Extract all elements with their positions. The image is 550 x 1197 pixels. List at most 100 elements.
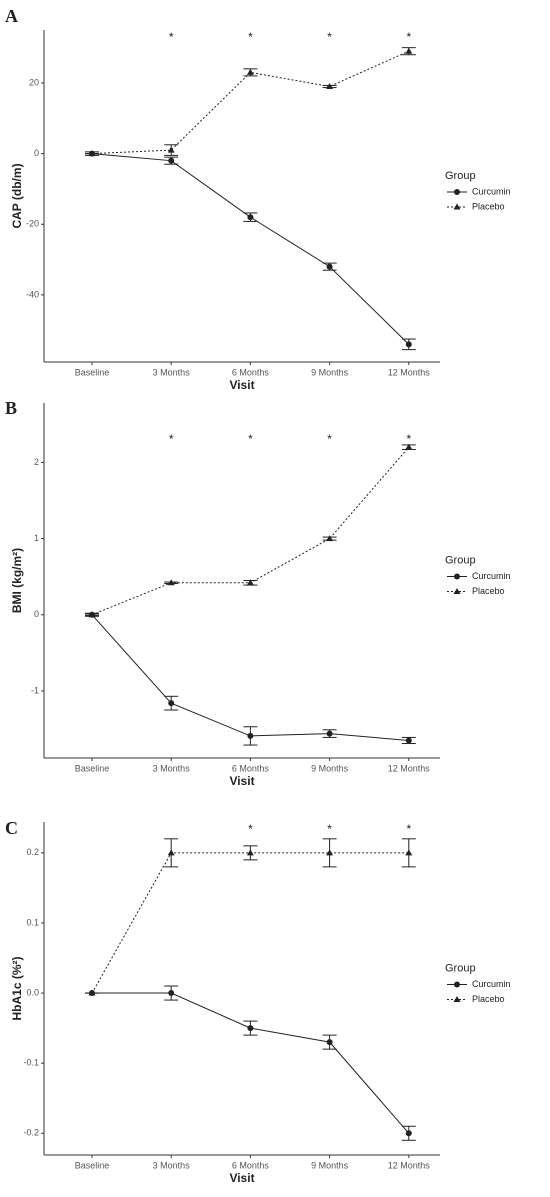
marker	[168, 990, 175, 997]
marker	[454, 981, 460, 988]
y-tick-label: 0	[34, 609, 39, 619]
marker	[326, 730, 333, 737]
x-tick-label: 6 Months	[232, 1160, 270, 1170]
y-tick-label: -20	[26, 219, 39, 229]
x-tick-label: Baseline	[75, 367, 110, 377]
marker	[246, 849, 254, 856]
marker	[405, 849, 413, 856]
significance-mark: *	[327, 822, 332, 836]
x-tick-label: 12 Months	[388, 1160, 431, 1170]
panel: B 2 1 0 -1 Baseline 3 Months 6 Months 9 Months 12…	[5, 398, 511, 788]
marker	[247, 214, 254, 221]
marker	[454, 189, 460, 195]
y-axis-title: HbA1c (%²)	[10, 956, 24, 1020]
x-tick-label: 9 Months	[311, 1160, 349, 1170]
series-line	[91, 50, 410, 155]
series-line	[91, 446, 410, 616]
series-line	[91, 153, 410, 345]
significance-mark: *	[327, 30, 332, 44]
marker	[246, 579, 254, 586]
marker	[326, 535, 334, 542]
x-axis-title: Visit	[229, 1171, 254, 1185]
marker	[168, 157, 175, 164]
marker	[167, 849, 175, 856]
legend-title: Group	[445, 962, 476, 974]
panel-label: C	[5, 818, 18, 838]
x-tick-label: 3 Months	[153, 367, 191, 377]
significance-mark: *	[169, 432, 174, 446]
y-tick-label: -1	[31, 685, 39, 695]
x-tick-label: 12 Months	[388, 367, 431, 377]
marker	[405, 47, 413, 54]
panel: A 20 0 -20 -40 Baseline 3 Months 6 Months 9 Mont…	[5, 6, 511, 392]
x-tick-label: Baseline	[75, 1160, 110, 1170]
marker	[247, 732, 254, 739]
significance-mark: *	[406, 822, 411, 836]
x-tick-label: 3 Months	[153, 1160, 191, 1170]
panel-label: B	[5, 398, 17, 418]
legend-label: Curcumin	[472, 979, 511, 989]
x-tick-label: 3 Months	[153, 763, 191, 773]
marker	[405, 341, 412, 348]
marker	[167, 146, 175, 153]
y-tick-label: -0.1	[23, 1058, 39, 1068]
y-tick-label: 0.2	[26, 847, 39, 857]
y-axis-title: CAP (db/m)	[10, 163, 24, 228]
y-tick-label: -0.2	[23, 1128, 39, 1138]
marker	[167, 579, 175, 586]
series-line	[92, 992, 410, 1134]
x-axis-title: Visit	[229, 774, 254, 788]
marker	[453, 203, 461, 210]
significance-mark: *	[248, 30, 253, 44]
legend-label: Placebo	[472, 586, 505, 596]
legend-label: Placebo	[472, 201, 505, 211]
significance-mark: *	[406, 30, 411, 44]
y-tick-label: 0	[34, 148, 39, 158]
y-tick-label: 20	[29, 77, 39, 87]
marker	[326, 83, 334, 90]
y-tick-label: 2	[34, 457, 39, 467]
marker	[168, 700, 175, 707]
series-line	[91, 614, 409, 741]
marker	[88, 989, 96, 996]
legend-label: Curcumin	[472, 571, 511, 581]
marker	[405, 1130, 412, 1137]
panel-label: A	[5, 6, 18, 26]
legend-title: Group	[445, 554, 476, 566]
legend-label: Placebo	[472, 994, 505, 1004]
significance-mark: *	[248, 432, 253, 446]
legend-title: Group	[445, 170, 476, 182]
series-line	[91, 852, 409, 994]
y-tick-label: 0.1	[26, 917, 39, 927]
marker	[454, 573, 460, 580]
y-tick-label: 1	[34, 533, 39, 543]
marker	[247, 1025, 254, 1032]
legend-label: Curcumin	[472, 186, 511, 196]
x-tick-label: 9 Months	[311, 763, 349, 773]
x-tick-label: Baseline	[75, 763, 110, 773]
marker	[453, 588, 461, 594]
significance-mark: *	[327, 432, 332, 446]
x-tick-label: 12 Months	[388, 763, 431, 773]
x-tick-label: 6 Months	[232, 763, 270, 773]
marker	[246, 68, 254, 75]
significance-mark: *	[169, 30, 174, 44]
marker	[88, 611, 96, 618]
x-tick-label: 6 Months	[232, 367, 270, 377]
panel: C 0.2 0.1 0.0 -0.1 -0.2 Baseline 3 Months 6 Mont…	[5, 818, 511, 1185]
marker	[326, 1039, 333, 1046]
y-tick-label: 0.0	[26, 987, 39, 997]
marker	[326, 263, 333, 270]
significance-mark: *	[406, 432, 411, 446]
x-tick-label: 9 Months	[311, 367, 349, 377]
marker	[405, 737, 412, 744]
y-tick-label: -40	[26, 289, 39, 299]
marker	[88, 150, 96, 157]
marker	[326, 849, 334, 856]
y-axis-title: BMI (kg/m²)	[10, 548, 24, 613]
significance-mark: *	[248, 822, 253, 836]
marker	[453, 996, 461, 1002]
marker	[405, 443, 413, 450]
x-axis-title: Visit	[229, 378, 254, 392]
